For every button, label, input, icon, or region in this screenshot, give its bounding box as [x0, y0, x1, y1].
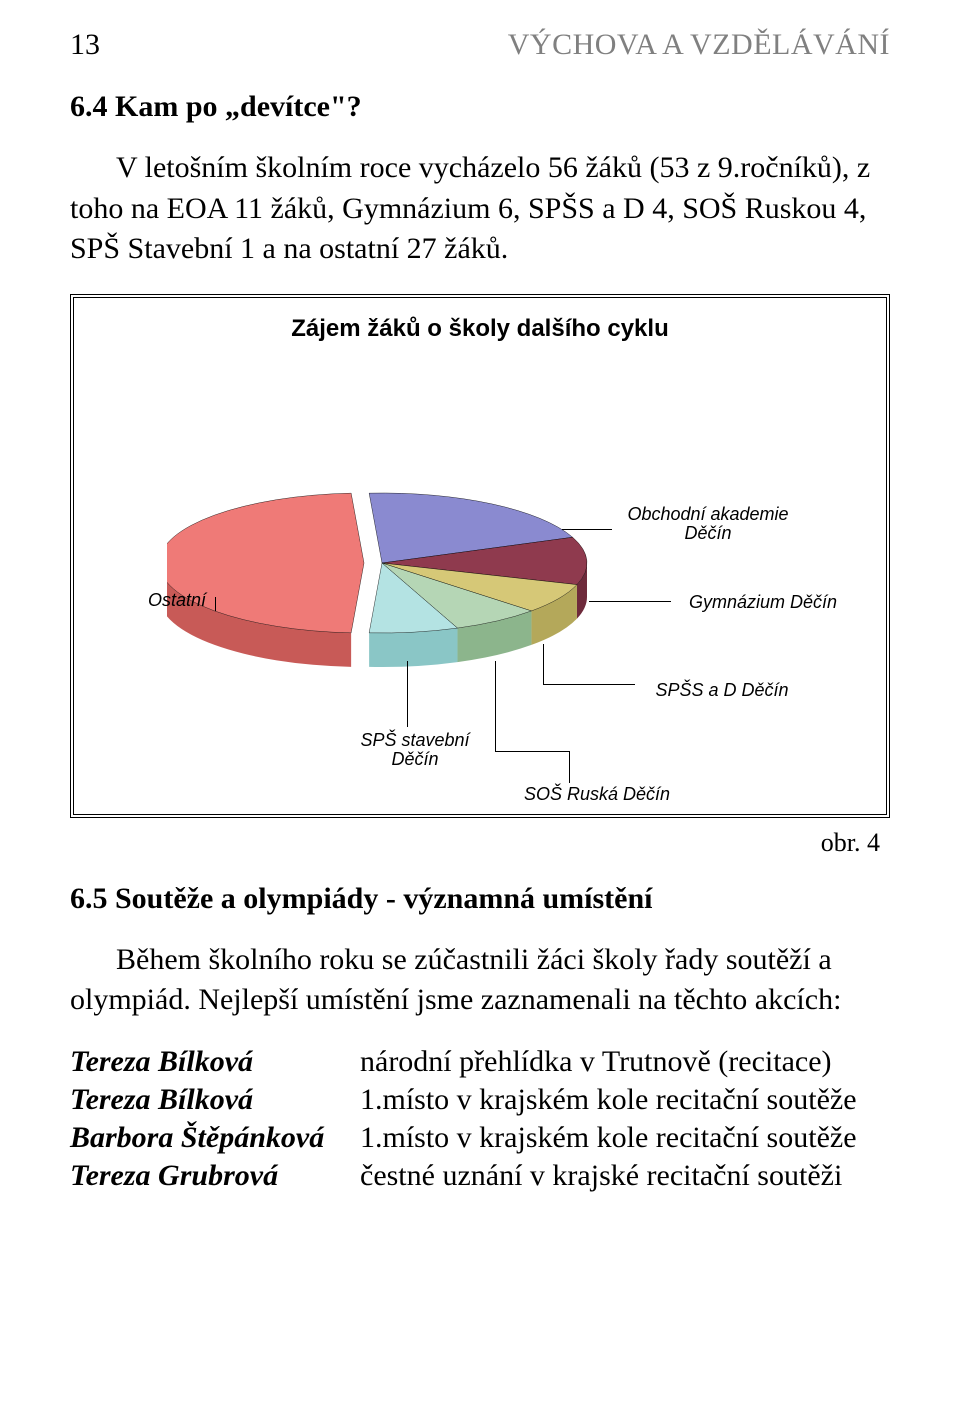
result-desc: 1.místo v krajském kole recitační soutěž…	[360, 1083, 890, 1117]
result-desc: 1.místo v krajském kole recitační soutěž…	[360, 1121, 890, 1155]
paragraph-6-5: Během školního roku se zúčastnili žáci š…	[70, 940, 890, 1021]
chart-label: SPŠ stavebníDěčín	[345, 731, 485, 771]
leader-line	[215, 597, 216, 611]
page-root: 13 VÝCHOVA A VZDĚLÁVÁNÍ 6.4 Kam po „deví…	[0, 0, 960, 1233]
result-name: Tereza Bílková	[70, 1083, 350, 1117]
result-desc: národní přehlídka v Trutnově (recitace)	[360, 1045, 890, 1079]
result-desc: čestné uznání v krajské recitační soutěž…	[360, 1159, 890, 1193]
leader-line	[543, 644, 544, 684]
chart-label: SPŠS a D Děčín	[637, 681, 807, 701]
leader-line	[407, 661, 408, 727]
pie-chart-svg	[167, 491, 597, 681]
chart-frame: Zájem žáků o školy dalšího cyklu Ostatní…	[70, 294, 890, 818]
pie-slice-side	[369, 628, 457, 667]
leader-line	[495, 661, 496, 751]
chart-label: Ostatní	[137, 591, 217, 611]
leader-line	[589, 601, 671, 602]
leader-line	[569, 751, 570, 783]
result-name: Barbora Štěpánková	[70, 1121, 350, 1155]
heading-6-5: 6.5 Soutěže a olympiády - významná umíst…	[70, 882, 890, 916]
chart-label: SOŠ Ruská Děčín	[507, 785, 687, 805]
page-header: 13 VÝCHOVA A VZDĚLÁVÁNÍ	[70, 28, 890, 62]
heading-6-4: 6.4 Kam po „devítce"?	[70, 90, 890, 124]
leader-line	[495, 751, 569, 752]
section-title: VÝCHOVA A VZDĚLÁVÁNÍ	[508, 28, 890, 62]
chart-title: Zájem žáků o školy dalšího cyklu	[77, 315, 883, 343]
figure-caption: obr. 4	[70, 828, 880, 858]
result-name: Tereza Grubrová	[70, 1159, 350, 1193]
leader-line	[543, 684, 635, 685]
paragraph-6-4: V letošním školním roce vycházelo 56 žák…	[70, 148, 890, 270]
chart-label: Obchodní akademieDěčín	[613, 505, 803, 545]
page-number: 13	[70, 28, 100, 62]
results-list: Tereza Bílková národní přehlídka v Trutno…	[70, 1045, 890, 1193]
result-name: Tereza Bílková	[70, 1045, 350, 1079]
pie-area: Ostatní Obchodní akademieDěčín Gymnázium D…	[77, 361, 883, 811]
chart-area: Zájem žáků o školy dalšího cyklu Ostatní…	[77, 301, 883, 811]
leader-line	[562, 529, 612, 530]
chart-label: Gymnázium Děčín	[673, 593, 853, 613]
